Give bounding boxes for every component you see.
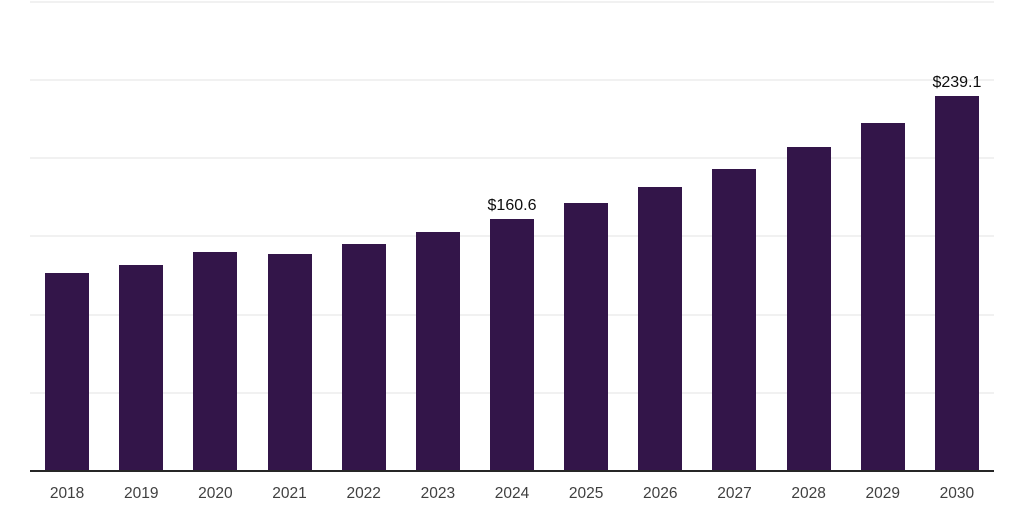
data-label-2030: $239.1 xyxy=(932,73,982,91)
x-tick-label-2023: 2023 xyxy=(420,485,456,502)
bar-2030 xyxy=(934,95,979,470)
gridline-200 xyxy=(30,157,994,159)
bar-2029 xyxy=(860,123,905,470)
bar-2028 xyxy=(786,147,831,470)
bar-2023 xyxy=(415,231,460,470)
bar-2025 xyxy=(564,202,609,470)
x-tick-label-2019: 2019 xyxy=(123,485,159,502)
bar-2020 xyxy=(193,251,238,470)
x-tick-label-2022: 2022 xyxy=(346,485,381,502)
x-tick-label-2030: 2030 xyxy=(939,485,975,502)
gridline-300 xyxy=(30,0,994,3)
x-tick-label-2024: 2024 xyxy=(494,485,530,502)
bar-2021 xyxy=(267,253,312,470)
bar-2019 xyxy=(119,264,164,470)
x-tick-label-2020: 2020 xyxy=(198,485,233,502)
bar-2024 xyxy=(490,218,534,470)
data-label-2024: $160.6 xyxy=(487,196,537,214)
bar-2027 xyxy=(712,169,757,470)
x-tick-label-2018: 2018 xyxy=(49,485,85,502)
plot-area: 2018 2019 2020 2021 2022 2023 $160.6 2024 2025 20… xyxy=(30,0,994,512)
x-tick-label-2029: 2029 xyxy=(865,485,901,502)
x-tick-label-2027: 2027 xyxy=(717,485,752,502)
bar-2022 xyxy=(341,243,386,470)
x-tick-label-2026: 2026 xyxy=(643,485,678,502)
gridline-250 xyxy=(30,78,994,81)
x-tick-label-2028: 2028 xyxy=(791,485,826,502)
bar-2018 xyxy=(45,272,90,470)
x-tick-label-2021: 2021 xyxy=(272,485,307,502)
bar-2026 xyxy=(638,187,683,470)
x-tick-label-2025: 2025 xyxy=(568,485,604,502)
x-axis-line xyxy=(30,470,994,472)
